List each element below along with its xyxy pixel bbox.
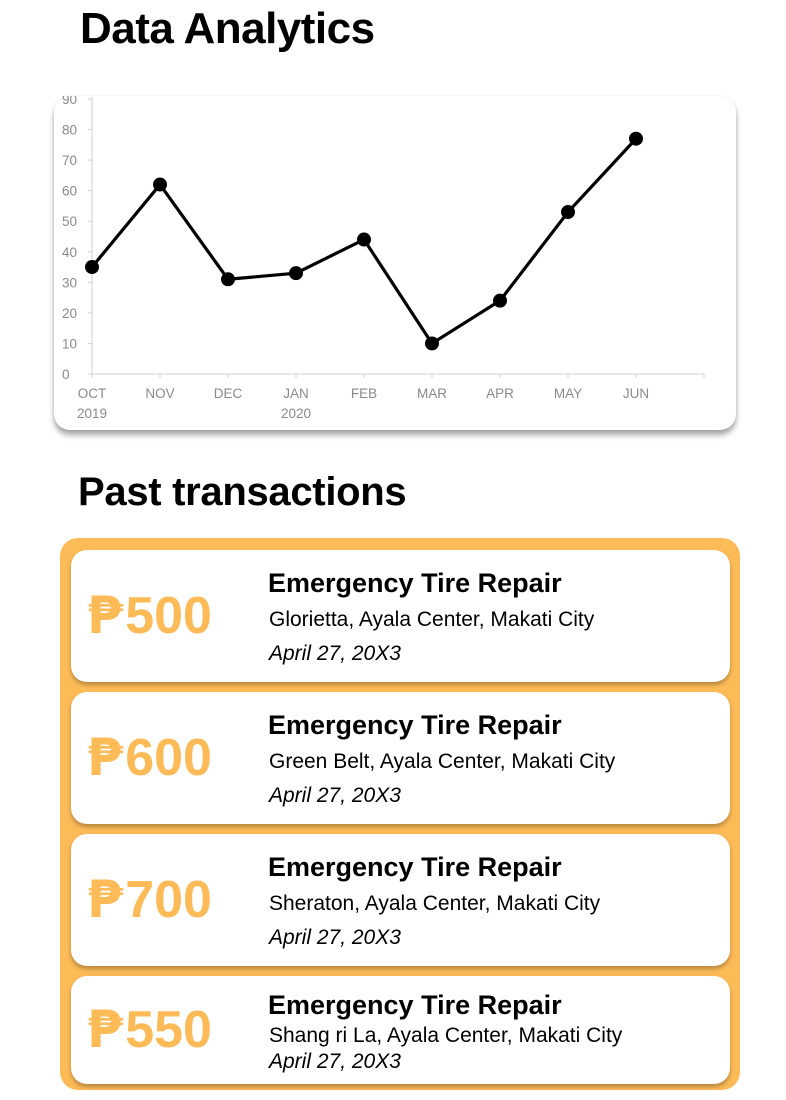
data-point [561,205,575,220]
data-point [493,293,507,308]
x-tick-label: MAR [417,386,447,401]
transaction-service: Emergency Tire Repair [268,710,562,740]
x-tick-label: 2020 [281,406,311,421]
line-chart: 0 10 20 30 40 50 60 70 80 90 OCT 2019 NOV DEC JAN 2020 F… [62,96,705,421]
transaction-date: April 27, 20X3 [269,642,401,665]
y-tick-label: 70 [62,153,77,168]
data-point [357,232,371,247]
data-point [153,177,167,192]
x-tick-label: 2019 [77,406,107,421]
y-tick-label: 80 [62,123,77,138]
transaction-location: Sheraton, Ayala Center, Makati City [269,892,601,915]
transactions-panel: ₱ 500 Emergency Tire Repair Glorietta, Ay… [60,538,740,1090]
amount-value: 600 [125,729,212,787]
x-tick-label: JUN [623,386,649,401]
x-tick-label: MAY [554,386,582,401]
transaction-card[interactable]: ₱ 500 Emergency Tire Repair Glorietta, Ay… [71,550,730,682]
y-tick-label: 40 [62,245,77,260]
transaction-service: Emergency Tire Repair [268,568,562,598]
y-tick-label: 20 [62,306,77,321]
transaction-amount: ₱ 550 [87,976,212,1084]
data-point [289,266,303,281]
peso-sign: ₱ [87,1000,124,1060]
data-point [629,131,643,146]
peso-sign: ₱ [87,870,124,930]
x-tick-label: APR [486,386,514,401]
y-tick-label: 10 [62,336,77,351]
transaction-service: Emergency Tire Repair [268,990,562,1020]
transaction-location: Glorietta, Ayala Center, Makati City [269,608,595,631]
transaction-location: Green Belt, Ayala Center, Makati City [269,750,616,773]
y-tick-label: 0 [62,367,70,382]
amount-value: 500 [125,587,212,645]
amount-value: 700 [125,871,212,929]
x-tick-label: JAN [283,386,309,401]
data-point [221,272,235,287]
analytics-chart-card: 0 10 20 30 40 50 60 70 80 90 OCT 2019 NOV DEC JAN 2020 F… [54,96,736,430]
transaction-date: April 27, 20X3 [269,926,401,949]
page-title: Data Analytics [80,4,375,53]
y-tick-label: 30 [62,275,77,290]
peso-sign: ₱ [87,728,124,788]
transaction-amount: ₱ 700 [87,834,212,966]
transaction-date: April 27, 20X3 [269,784,401,807]
y-tick-label: 60 [62,184,77,199]
x-tick-label: FEB [351,386,377,401]
transaction-card[interactable]: ₱ 700 Emergency Tire Repair Sheraton, Aya… [71,834,730,966]
transaction-location: Shang ri La, Ayala Center, Makati City [269,1024,623,1047]
section-title: Past transactions [78,470,407,514]
transaction-amount: ₱ 600 [87,692,212,824]
transaction-card[interactable]: ₱ 600 Emergency Tire Repair Green Belt, A… [71,692,730,824]
transaction-card[interactable]: ₱ 550 Emergency Tire Repair Shang ri La, … [71,976,730,1084]
transaction-date: April 27, 20X3 [269,1050,401,1073]
y-tick-label: 50 [62,214,77,229]
x-tick-label: OCT [78,386,107,401]
transaction-service: Emergency Tire Repair [268,852,562,882]
data-point [85,260,99,275]
data-point [425,336,439,351]
x-tick-label: NOV [145,386,174,401]
transaction-amount: ₱ 500 [87,550,212,682]
y-tick-label: 90 [62,96,77,107]
amount-value: 550 [125,1001,212,1059]
peso-sign: ₱ [87,586,124,646]
x-tick-label: DEC [214,386,243,401]
